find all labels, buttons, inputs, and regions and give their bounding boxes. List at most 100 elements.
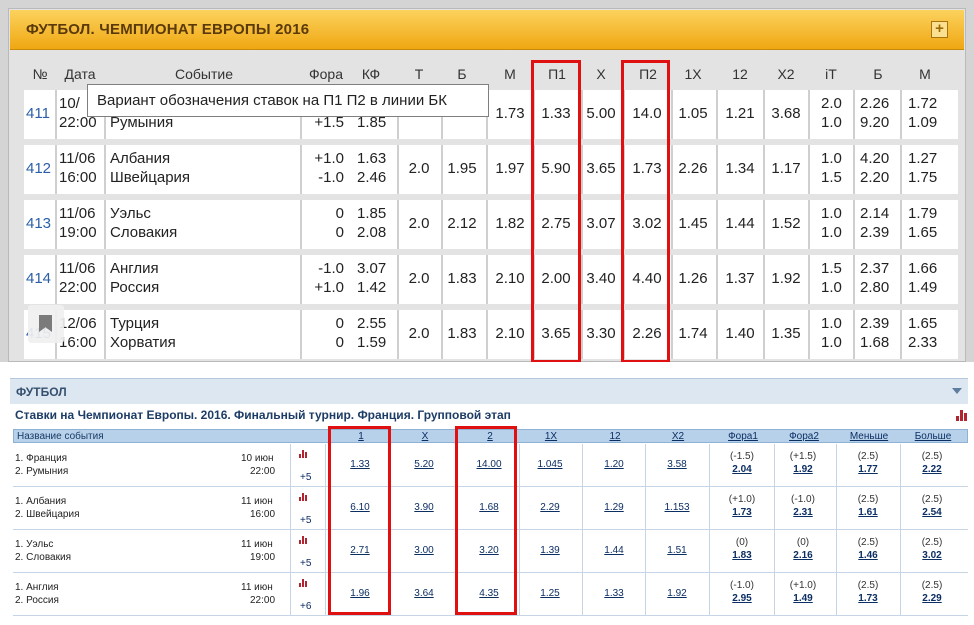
odd-2[interactable]: 1.68 bbox=[479, 502, 499, 513]
odd-1[interactable]: 1.96 bbox=[350, 588, 370, 599]
column-header-5[interactable]: 12 bbox=[609, 431, 621, 442]
draw-odd[interactable]: 3.40 bbox=[586, 270, 616, 287]
less-odd[interactable]: 1.46 bbox=[858, 550, 878, 561]
odd-x2[interactable]: 1.52 bbox=[771, 215, 801, 232]
total[interactable]: 2.0 bbox=[408, 270, 430, 287]
p1-odd[interactable]: 1.33 bbox=[541, 105, 571, 122]
sport-section-header[interactable]: ФУТБОЛ bbox=[10, 378, 968, 404]
more-odd[interactable]: 2.22 bbox=[922, 464, 942, 475]
odd-12[interactable]: 1.29 bbox=[604, 502, 624, 513]
bar-chart-icon[interactable] bbox=[299, 536, 308, 544]
bottom-table-row[interactable]: 1. Англия 2. Россия 11 июн 22:00 +6 1.96 3.64 4… bbox=[13, 573, 968, 616]
odd-1x[interactable]: 1.74 bbox=[678, 325, 708, 342]
column-header-8[interactable]: Фора2 bbox=[789, 431, 819, 442]
total-under[interactable]: 1.73 bbox=[495, 105, 525, 122]
odd-1[interactable]: 6.10 bbox=[350, 502, 370, 513]
odd-1x[interactable]: 1.25 bbox=[540, 588, 560, 599]
odd-2[interactable]: 14.00 bbox=[476, 459, 502, 470]
more-markets-link[interactable]: +5 bbox=[300, 558, 312, 569]
p2-odd[interactable]: 3.02 bbox=[632, 215, 662, 232]
total-over[interactable]: 1.83 bbox=[447, 325, 477, 342]
more-odd[interactable]: 2.29 bbox=[922, 593, 942, 604]
column-header-6[interactable]: X2 bbox=[671, 431, 685, 442]
total[interactable]: 2.0 bbox=[408, 215, 430, 232]
odd-x2[interactable]: 3.68 bbox=[771, 105, 801, 122]
total-under[interactable]: 2.10 bbox=[495, 270, 525, 287]
odd-x2[interactable]: 1.35 bbox=[771, 325, 801, 342]
odd-1[interactable]: 1.33 bbox=[350, 459, 370, 470]
p2-odd[interactable]: 1.73 bbox=[632, 160, 662, 177]
total-under[interactable]: 1.82 bbox=[495, 215, 525, 232]
odd-x[interactable]: 3.64 bbox=[414, 588, 434, 599]
column-header-1[interactable]: 1 bbox=[358, 431, 364, 442]
less-odd[interactable]: 1.61 bbox=[858, 507, 878, 518]
odd-1x[interactable]: 1.05 bbox=[678, 105, 708, 122]
bookmark-button[interactable] bbox=[28, 305, 64, 343]
fora2-odd[interactable]: 2.16 bbox=[793, 550, 813, 561]
total-over[interactable]: 2.12 bbox=[447, 215, 477, 232]
column-header-3[interactable]: 2 bbox=[487, 431, 493, 442]
odd-1x[interactable]: 1.045 bbox=[537, 459, 563, 470]
odd-x2[interactable]: 3.58 bbox=[667, 459, 687, 470]
column-header-4[interactable]: 1X bbox=[544, 431, 558, 442]
less-odd[interactable]: 1.77 bbox=[858, 464, 878, 475]
odd-x2[interactable]: 1.92 bbox=[667, 588, 687, 599]
bar-chart-icon[interactable] bbox=[299, 493, 308, 501]
odd-1x[interactable]: 1.45 bbox=[678, 215, 708, 232]
fora1-odd[interactable]: 1.73 bbox=[732, 507, 752, 518]
odd-1x[interactable]: 2.29 bbox=[540, 502, 560, 513]
total-under[interactable]: 1.97 bbox=[495, 160, 525, 177]
more-markets-link[interactable]: +5 bbox=[300, 472, 312, 483]
p1-odd[interactable]: 5.90 bbox=[541, 160, 571, 177]
odd-1x[interactable]: 1.26 bbox=[678, 270, 708, 287]
fora1-odd[interactable]: 2.95 bbox=[732, 593, 752, 604]
odd-2[interactable]: 4.35 bbox=[479, 588, 499, 599]
column-header-7[interactable]: Фора1 bbox=[728, 431, 758, 442]
draw-odd[interactable]: 3.07 bbox=[586, 215, 616, 232]
fora1-odd[interactable]: 1.83 bbox=[732, 550, 752, 561]
odd-1[interactable]: 2.71 bbox=[350, 545, 370, 556]
bar-chart-icon[interactable] bbox=[299, 450, 308, 458]
odd-x[interactable]: 3.00 bbox=[414, 545, 434, 556]
odd-12[interactable]: 1.34 bbox=[725, 160, 755, 177]
less-odd[interactable]: 1.73 bbox=[858, 593, 878, 604]
draw-odd[interactable]: 3.30 bbox=[586, 325, 616, 342]
column-header-9[interactable]: Меньше bbox=[849, 431, 889, 442]
chevron-down-icon[interactable] bbox=[952, 388, 962, 394]
total-over[interactable]: 1.83 bbox=[447, 270, 477, 287]
column-header-10[interactable]: Больше bbox=[914, 431, 952, 442]
bottom-table-row[interactable]: 1. Франция 2. Румыния 10 июн 22:00 +5 1.33 5.2… bbox=[13, 444, 968, 487]
total[interactable]: 2.0 bbox=[408, 325, 430, 342]
odd-1x[interactable]: 2.26 bbox=[678, 160, 708, 177]
total-under[interactable]: 2.10 bbox=[495, 325, 525, 342]
odd-12[interactable]: 1.33 bbox=[604, 588, 624, 599]
draw-odd[interactable]: 5.00 bbox=[586, 105, 616, 122]
bottom-table-row[interactable]: 1. Уэльс 2. Словакия 11 июн 19:00 +5 2.71 3.00… bbox=[13, 530, 968, 573]
fora2-odd[interactable]: 1.49 bbox=[793, 593, 813, 604]
odd-12[interactable]: 1.44 bbox=[604, 545, 624, 556]
odd-1x[interactable]: 1.39 bbox=[540, 545, 560, 556]
total-over[interactable]: 1.95 bbox=[447, 160, 477, 177]
odd-x2[interactable]: 1.92 bbox=[771, 270, 801, 287]
more-odd[interactable]: 2.54 bbox=[922, 507, 942, 518]
more-odd[interactable]: 3.02 bbox=[922, 550, 942, 561]
expand-plus-button[interactable]: + bbox=[931, 21, 948, 38]
p1-odd[interactable]: 2.75 bbox=[541, 215, 571, 232]
fora1-odd[interactable]: 2.04 bbox=[732, 464, 752, 475]
fora2-odd[interactable]: 2.31 bbox=[793, 507, 813, 518]
odd-2[interactable]: 3.20 bbox=[479, 545, 499, 556]
more-markets-link[interactable]: +5 bbox=[300, 515, 312, 526]
column-header-2[interactable]: X bbox=[421, 431, 429, 442]
total[interactable]: 2.0 bbox=[408, 160, 430, 177]
odd-x2[interactable]: 1.153 bbox=[664, 502, 690, 513]
more-markets-link[interactable]: +6 bbox=[300, 601, 312, 612]
fora2-odd[interactable]: 1.92 bbox=[793, 464, 813, 475]
p1-odd[interactable]: 3.65 bbox=[541, 325, 571, 342]
draw-odd[interactable]: 3.65 bbox=[586, 160, 616, 177]
odd-12[interactable]: 1.44 bbox=[725, 215, 755, 232]
p2-odd[interactable]: 14.0 bbox=[632, 105, 662, 122]
odd-12[interactable]: 1.37 bbox=[725, 270, 755, 287]
odd-12[interactable]: 1.20 bbox=[604, 459, 624, 470]
bar-chart-icon[interactable] bbox=[299, 579, 308, 587]
odd-x2[interactable]: 1.17 bbox=[771, 160, 801, 177]
